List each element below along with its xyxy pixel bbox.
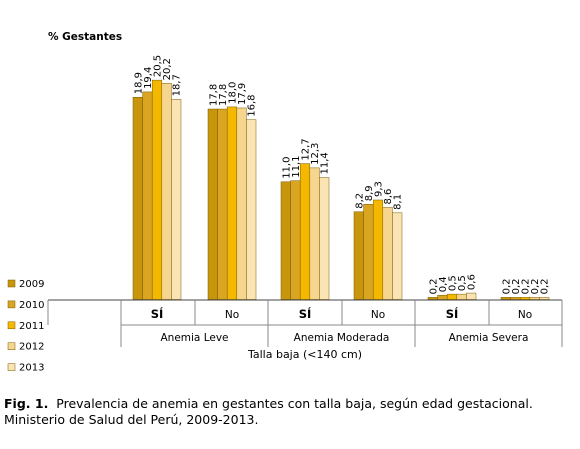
legend-label: 2012 (19, 342, 44, 353)
value-label: 18,9 (133, 72, 144, 94)
bar (437, 294, 448, 300)
value-label: 0,4 (438, 276, 449, 292)
legend-swatch (7, 321, 16, 330)
bar (446, 293, 458, 300)
value-label: 8,9 (364, 185, 375, 201)
value-label: 0,2 (511, 278, 522, 294)
group-label: Anemia Leve (160, 332, 228, 344)
value-label: 18,7 (172, 74, 183, 96)
value-label: 0,6 (467, 274, 478, 290)
category-tick-label: No (518, 309, 532, 321)
bars (132, 79, 550, 300)
value-label: 16,8 (247, 94, 258, 116)
bar (363, 204, 374, 300)
bar (466, 292, 477, 300)
bar (353, 211, 364, 300)
value-label: 19,4 (143, 67, 154, 89)
bar (217, 108, 228, 300)
legend-label: 2011 (19, 321, 44, 332)
legend-label: 2010 (19, 300, 44, 311)
value-label: 17,8 (218, 84, 229, 106)
category-tick-label: No (225, 309, 239, 321)
bar (290, 180, 301, 300)
bar (382, 207, 393, 300)
value-label: 12,3 (310, 143, 321, 165)
category-tick-label: No (371, 309, 385, 321)
legend-swatch (7, 279, 16, 288)
legend-label: 2009 (19, 279, 44, 290)
bar (529, 297, 540, 300)
bar (510, 297, 521, 300)
value-label: 20,2 (162, 58, 173, 80)
bar (309, 167, 320, 300)
value-label: 0,2 (530, 278, 541, 294)
bar (372, 199, 384, 300)
value-label: 11,4 (320, 152, 331, 174)
bar (226, 106, 238, 300)
value-label: 0,2 (540, 278, 551, 294)
value-label: 17,8 (208, 84, 219, 106)
value-label: 9,3 (374, 181, 385, 197)
category-tick-label: SÍ (151, 306, 164, 321)
legend: 2009 2010 2011 2012 2013 (7, 279, 44, 374)
bar (142, 91, 153, 300)
value-label: 0,2 (521, 278, 532, 294)
bar (236, 107, 247, 300)
value-label: 8,1 (393, 194, 404, 210)
value-label: 8,2 (354, 193, 365, 209)
bar (246, 119, 257, 300)
bar (427, 297, 438, 300)
legend-label: 2013 (19, 363, 44, 374)
value-label: 0,2 (428, 278, 439, 294)
category-tick-label: SÍ (299, 306, 312, 321)
bar (500, 297, 511, 300)
bar (456, 293, 467, 300)
y-axis-label: % Gestantes (48, 31, 122, 43)
group-label: Anemia Moderada (294, 332, 390, 344)
figure-caption: Fig. 1. Prevalencia de anemia en gestant… (4, 396, 576, 428)
bar (519, 297, 531, 300)
value-label: 11,0 (281, 157, 292, 179)
bar (392, 212, 403, 300)
bar (319, 177, 330, 300)
bar (151, 79, 163, 300)
value-label: 17,9 (237, 83, 248, 105)
value-label: 20,5 (153, 55, 164, 77)
legend-swatch (7, 363, 16, 371)
value-label: 0,5 (457, 275, 468, 291)
bar (171, 99, 182, 300)
value-label: 0,2 (501, 278, 512, 294)
bar (280, 181, 291, 300)
legend-swatch (7, 342, 16, 350)
bar (132, 97, 143, 300)
bar (539, 297, 550, 300)
bar (299, 163, 311, 300)
value-label: 18,0 (228, 82, 239, 104)
x-axis-label: Talla baja (<140 cm) (247, 348, 362, 361)
legend-swatch (7, 300, 16, 309)
bar (207, 108, 218, 300)
value-label: 11,1 (291, 155, 302, 177)
category-tick-label: SÍ (446, 306, 459, 321)
caption-prefix: Fig. 1. (4, 396, 49, 411)
value-labels: 18,919,420,520,218,7 17,817,818,017,916,8… (133, 55, 550, 294)
value-label: 12,7 (301, 138, 312, 160)
bar (161, 83, 172, 300)
axes: SÍ No Anemia Leve SÍ No Anemia Moderada SÍ No An… (47, 299, 563, 347)
caption-text: Prevalencia de anemia en gestantes con t… (4, 396, 533, 427)
group-label: Anemia Severa (449, 332, 529, 344)
value-label: 8,6 (383, 189, 394, 205)
value-label: 0,5 (448, 275, 459, 291)
